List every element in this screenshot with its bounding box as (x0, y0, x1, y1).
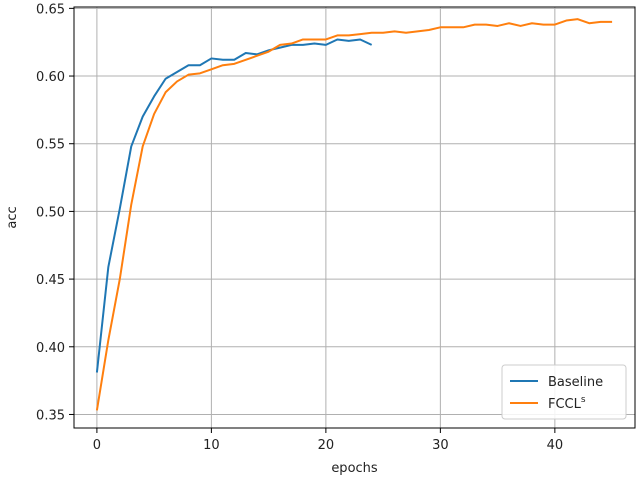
x-tick-label: 40 (547, 438, 564, 453)
legend: Baseline FCCLs (501, 364, 627, 420)
legend-label-fccl-main: FCCL (548, 397, 582, 412)
legend-box (501, 364, 627, 420)
y-tick-label: 0.55 (36, 138, 65, 153)
x-tick-label: 20 (318, 438, 335, 453)
y-axis-ticks: 0.35 0.40 0.45 0.50 0.55 0.60 0.65 (36, 2, 74, 423)
x-axis-ticks: 0 10 20 30 40 (93, 428, 563, 453)
x-tick-label: 0 (93, 438, 101, 453)
plot-frame (73, 6, 636, 429)
series-line-fccl (95, 18, 613, 411)
y-tick-label: 0.40 (36, 341, 65, 356)
y-tick-label: 0.60 (36, 70, 65, 85)
y-tick-label: 0.65 (36, 2, 65, 17)
series-layer (95, 18, 613, 411)
y-axis-label: acc (5, 206, 20, 228)
y-tick-label: 0.50 (36, 205, 65, 220)
x-tick-label: 30 (432, 438, 449, 453)
series-line-baseline (95, 38, 373, 373)
y-tick-label: 0.35 (36, 408, 65, 423)
y-tick-label: 0.45 (36, 273, 65, 288)
legend-label-baseline: Baseline (548, 375, 603, 390)
x-axis-label: epochs (331, 461, 378, 476)
legend-label-fccl: FCCLs (548, 395, 586, 412)
legend-label-fccl-superscript: s (581, 395, 586, 405)
grid-lines (74, 7, 635, 428)
x-tick-label: 10 (203, 438, 220, 453)
